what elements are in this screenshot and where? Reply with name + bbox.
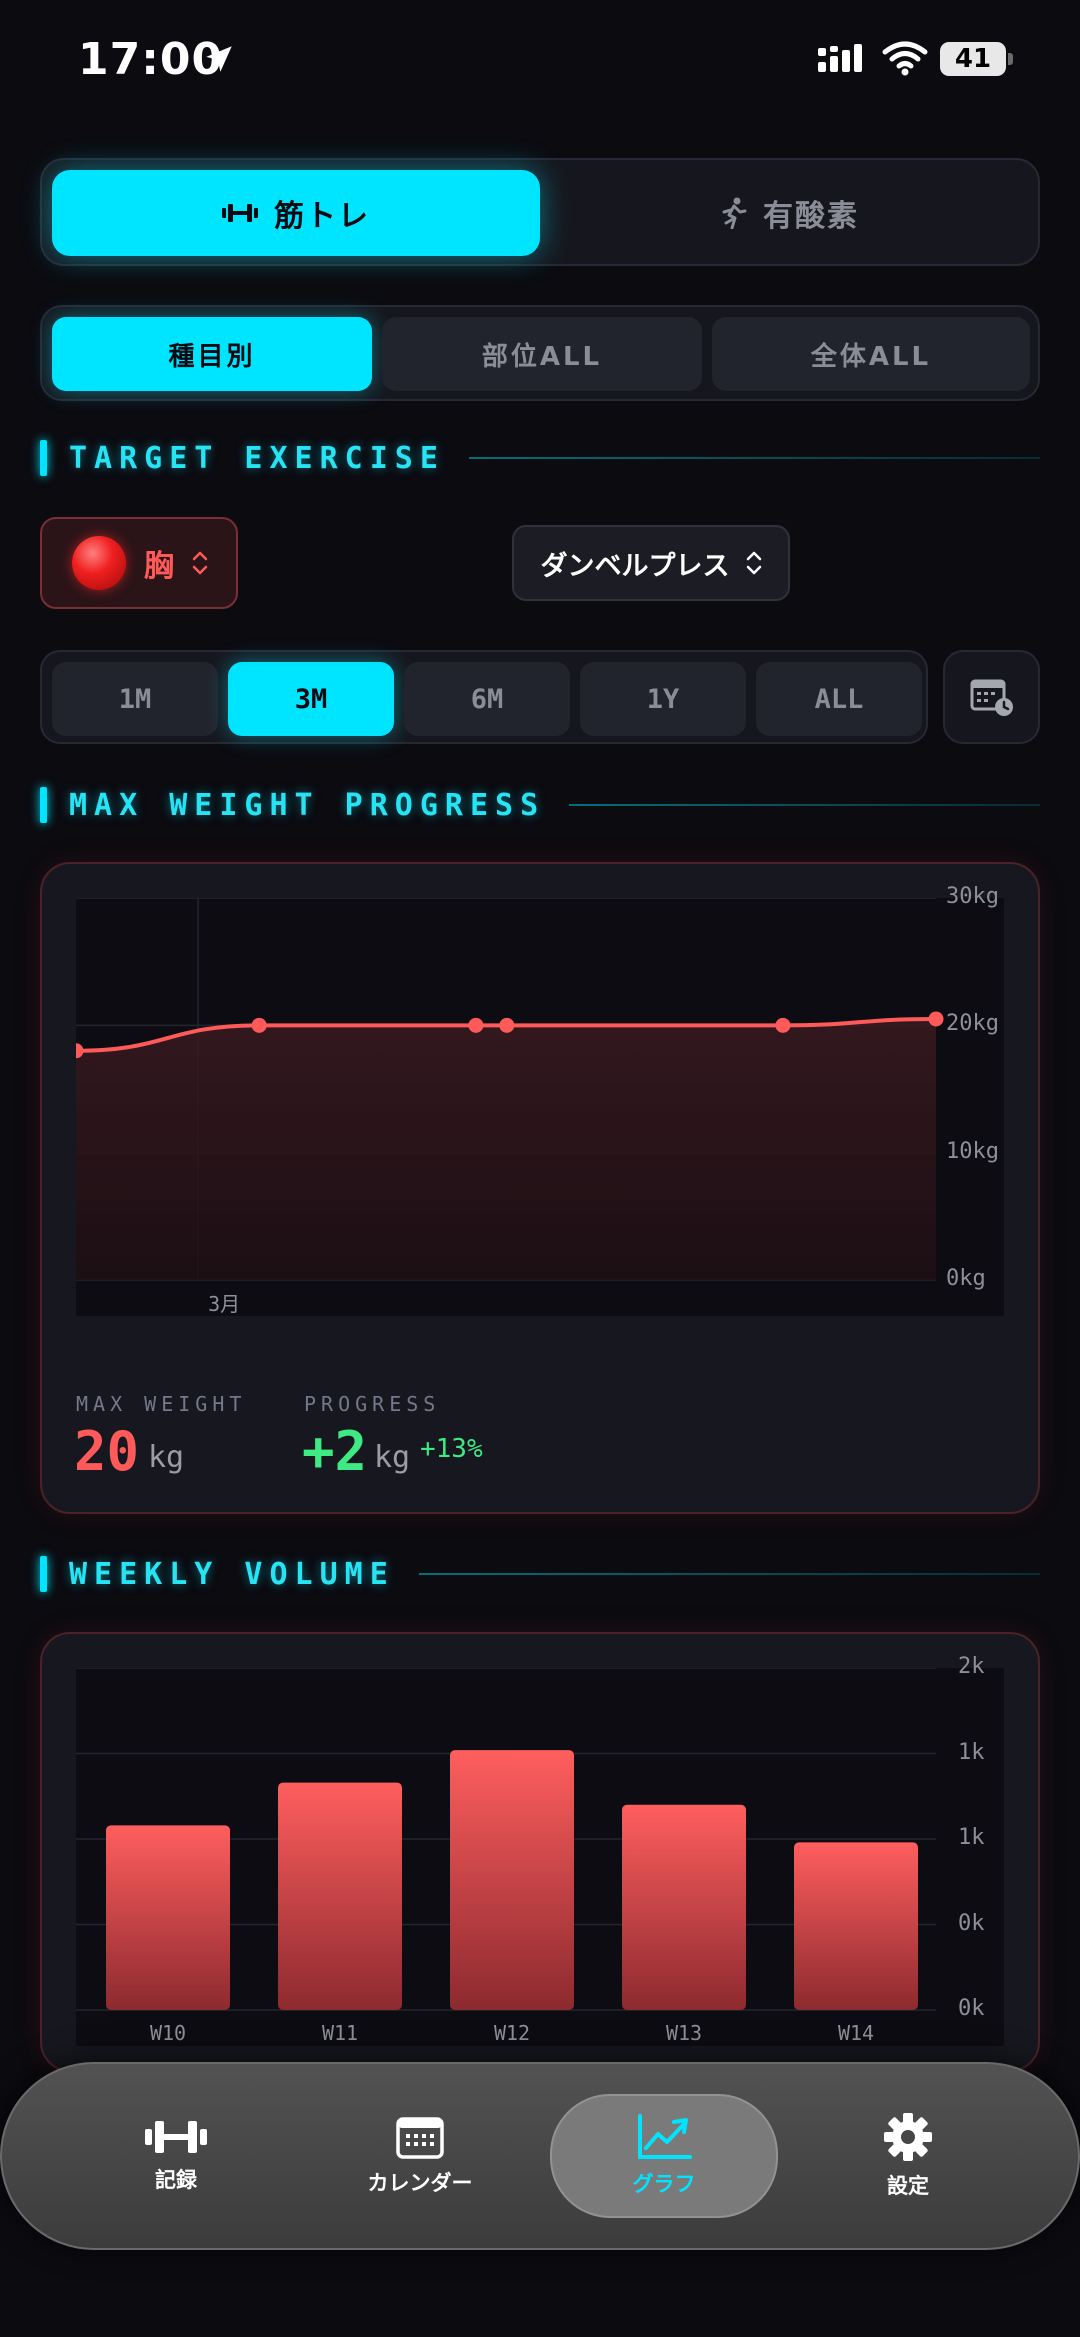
max-weight-header: MAX WEIGHT PROGRESS	[40, 785, 1040, 825]
exercise-selector[interactable]: ダンベルプレス	[512, 525, 790, 601]
data-point	[499, 1017, 515, 1033]
dumbbell-icon	[145, 2121, 207, 2153]
target-exercise-header: TARGET EXERCISE	[40, 438, 1040, 478]
y-tick-label: 30kg	[946, 884, 999, 909]
max-weight-line-chart	[68, 897, 944, 1281]
tab-graph[interactable]: グラフ	[550, 2094, 778, 2218]
weekly-volume-bar-chart: W10 W11 W12 W13 W14	[76, 1667, 936, 2045]
section-accent-bar	[40, 787, 47, 823]
running-icon	[722, 197, 747, 229]
weekly-volume-header: WEEKLY VOLUME	[40, 1554, 1040, 1594]
tab-record-label: 記録	[155, 2168, 197, 2192]
dumbbell-icon	[222, 204, 258, 222]
calendar-clock-icon	[970, 679, 1013, 716]
weekly-volume-plot-area: W10 W11 W12 W13 W14	[76, 1667, 1004, 2046]
tab-record[interactable]: 記録	[76, 2094, 276, 2218]
x-tick-label: W13	[666, 2021, 702, 2045]
status-bar: 17:00 41	[0, 0, 1080, 120]
bar-w14	[794, 1842, 918, 2010]
body-part-selector[interactable]: 胸	[40, 517, 238, 609]
y-tick-label: 0k	[958, 1996, 985, 2021]
body-part-label: 胸	[144, 549, 174, 584]
data-point	[928, 1011, 944, 1027]
x-tick-label: W12	[494, 2021, 530, 2045]
progress-unit: kg	[374, 1440, 411, 1475]
data-point	[775, 1017, 791, 1033]
x-tick-label: W10	[150, 2021, 186, 2045]
chevron-updown-icon	[746, 551, 761, 575]
scope-segment: 種目別 部位ALL 全体ALL	[40, 305, 1040, 401]
mode-toggle: 筋トレ 有酸素	[40, 158, 1040, 266]
y-tick-label: 20kg	[946, 1011, 999, 1037]
scope-by-exercise-button[interactable]: 種目別	[52, 317, 372, 391]
battery-icon: 41	[940, 42, 1006, 76]
period-1m-button[interactable]: 1M	[52, 662, 218, 736]
tab-calendar[interactable]: カレンダー	[320, 2094, 520, 2218]
data-point	[468, 1017, 484, 1033]
section-divider	[569, 804, 1040, 806]
mode-strength-label: 筋トレ	[274, 199, 370, 234]
gear-icon	[884, 2113, 932, 2161]
max-weight-unit: kg	[148, 1440, 185, 1475]
tab-settings[interactable]: 設定	[808, 2094, 1008, 2218]
bar-w11	[278, 1782, 402, 2010]
x-tick-label: W11	[322, 2021, 358, 2045]
mode-cardio-button[interactable]: 有酸素	[550, 170, 1030, 256]
section-title: TARGET EXERCISE	[69, 440, 445, 476]
section-divider	[418, 1573, 1040, 1575]
y-tick-label: 2k	[958, 1654, 985, 1679]
max-weight-card: MAX WEIGHT 20 kg PROGRESS +2 kg +13% 30k…	[40, 862, 1040, 1514]
x-tick-label: 3月	[208, 1292, 241, 1316]
y-tick-label: 0kg	[946, 1266, 986, 1291]
mode-strength-button[interactable]: 筋トレ	[52, 170, 540, 256]
bar-w12	[450, 1750, 574, 2010]
location-arrow-icon	[206, 46, 232, 72]
max-weight-label: MAX WEIGHT	[76, 1392, 247, 1416]
y-tick-label: 1k	[958, 1825, 985, 1850]
calendar-icon	[396, 2117, 444, 2159]
series-line	[75, 1016, 937, 1053]
series-area	[76, 1018, 936, 1280]
section-accent-bar	[40, 1556, 47, 1592]
tab-calendar-label: カレンダー	[367, 2171, 473, 2195]
progress-label: PROGRESS	[304, 1392, 441, 1416]
max-weight-plot-area	[68, 897, 1004, 1316]
body-part-color-dot	[72, 536, 126, 590]
section-accent-bar	[40, 440, 47, 476]
x-tick-label: W14	[838, 2021, 874, 2045]
tab-bar: 記録 カレンダー グラフ	[0, 2062, 1080, 2250]
period-3m-button[interactable]: 3M	[228, 662, 394, 736]
y-tick-label: 1k	[958, 1739, 985, 1765]
battery-tip	[1008, 53, 1013, 65]
y-tick-label: 10kg	[946, 1138, 999, 1164]
period-6m-button[interactable]: 6M	[404, 662, 570, 736]
progress-value: +2	[302, 1420, 368, 1483]
period-all-button[interactable]: ALL	[756, 662, 922, 736]
y-tick-label: 0k	[958, 1910, 985, 1936]
scope-overall-all-button[interactable]: 全体ALL	[712, 317, 1030, 391]
period-1y-button[interactable]: 1Y	[580, 662, 746, 736]
bar-w10	[106, 1825, 230, 2010]
mode-cardio-label: 有酸素	[763, 199, 859, 234]
custom-range-button[interactable]	[943, 650, 1040, 744]
data-point	[251, 1017, 267, 1033]
section-title: WEEKLY VOLUME	[69, 1556, 395, 1592]
bar-w13	[622, 1804, 746, 2010]
signal-icon	[818, 44, 862, 72]
tab-graph-label: グラフ	[632, 2172, 696, 2196]
status-time: 17:00	[78, 34, 224, 85]
chevron-updown-icon	[192, 551, 208, 575]
chart-icon	[638, 2114, 692, 2159]
wifi-icon	[882, 41, 928, 76]
scope-body-part-all-button[interactable]: 部位ALL	[382, 317, 702, 391]
weekly-volume-card: W10 W11 W12 W13 W14 2k 1k 1k 0k 0k	[40, 1632, 1040, 2072]
progress-percent: +13%	[420, 1434, 483, 1464]
exercise-label: ダンベルプレス	[540, 550, 730, 582]
max-weight-value: 20	[74, 1420, 140, 1483]
section-title: MAX WEIGHT PROGRESS	[69, 787, 546, 823]
section-divider	[468, 457, 1040, 459]
tab-settings-label: 設定	[887, 2174, 929, 2198]
period-segment: 1M 3M 6M 1Y ALL	[40, 650, 928, 744]
